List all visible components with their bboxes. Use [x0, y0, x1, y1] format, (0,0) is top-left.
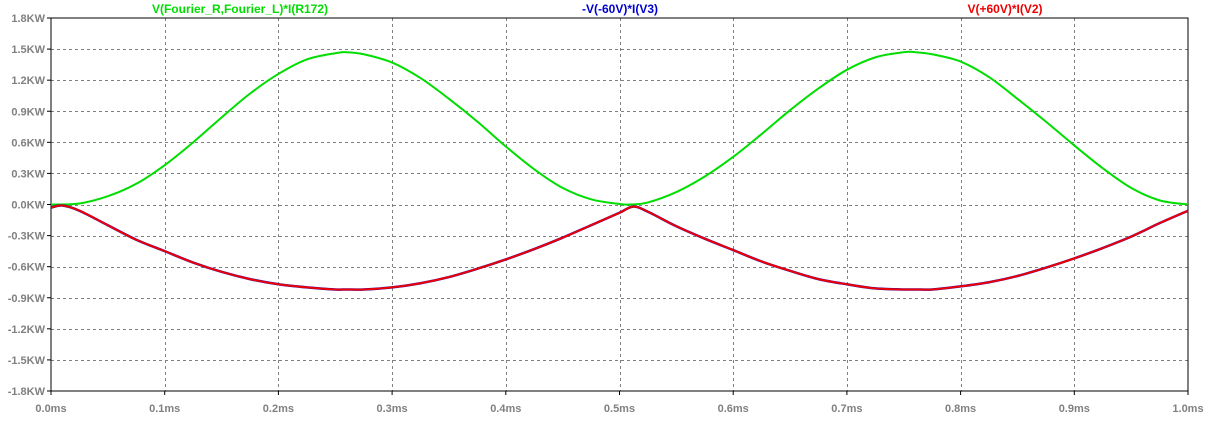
x-tick-label: 0.5ms — [604, 403, 635, 415]
x-tick-label: 0.0ms — [35, 403, 66, 415]
x-tick-label: 0.1ms — [149, 403, 180, 415]
legend: V(Fourier_R,Fourier_L)*I(R172) -V(-60V)*… — [152, 2, 1043, 16]
x-axis-ticks: 0.0ms 0.1ms 0.2ms 0.3ms 0.4ms 0.5ms 0.6ms 0.7ms… — [35, 391, 1204, 415]
y-tick-label: 1.5KW — [11, 44, 45, 56]
y-tick-label: -0.6KW — [8, 262, 46, 274]
series-line-power-v2[interactable] — [50, 204, 1189, 291]
y-tick-label: -1.5KW — [8, 355, 46, 367]
y-tick-label: 0.3KW — [11, 168, 45, 180]
y-tick-label: 0.9KW — [11, 106, 45, 118]
x-tick-label: 0.3ms — [376, 403, 407, 415]
series-line-power-v3[interactable] — [50, 204, 1189, 291]
y-tick-label: 1.8KW — [11, 13, 45, 25]
series-line-power-r172[interactable] — [50, 50, 1189, 206]
x-tick-label: 0.9ms — [1059, 403, 1090, 415]
x-tick-label: 0.6ms — [718, 403, 749, 415]
series-layer — [50, 50, 1189, 291]
y-tick-label: -1.8KW — [8, 386, 46, 398]
legend-entry-power-v2[interactable]: V(+60V)*I(V2) — [967, 2, 1042, 16]
y-tick-label: -0.3KW — [8, 231, 46, 243]
y-tick-label: 1.2KW — [11, 75, 45, 87]
y-tick-label: 0.0KW — [11, 200, 45, 212]
y-tick-label: -0.9KW — [8, 293, 46, 305]
x-tick-label: 0.2ms — [263, 403, 294, 415]
x-tick-label: 0.7ms — [831, 403, 862, 415]
x-tick-label: 0.8ms — [945, 403, 976, 415]
y-tick-label: -1.2KW — [8, 324, 46, 336]
x-tick-label: 0.4ms — [490, 403, 521, 415]
legend-entry-power-v3[interactable]: -V(-60V)*I(V3) — [582, 2, 658, 16]
y-tick-label: 0.6KW — [11, 137, 45, 149]
legend-entry-power-r172[interactable]: V(Fourier_R,Fourier_L)*I(R172) — [152, 2, 328, 16]
y-axis-ticks: 1.8KW 1.5KW 1.2KW 0.9KW 0.6KW 0.3KW 0.0KW -0.3K… — [8, 13, 51, 398]
x-tick-label: 1.0ms — [1172, 403, 1203, 415]
